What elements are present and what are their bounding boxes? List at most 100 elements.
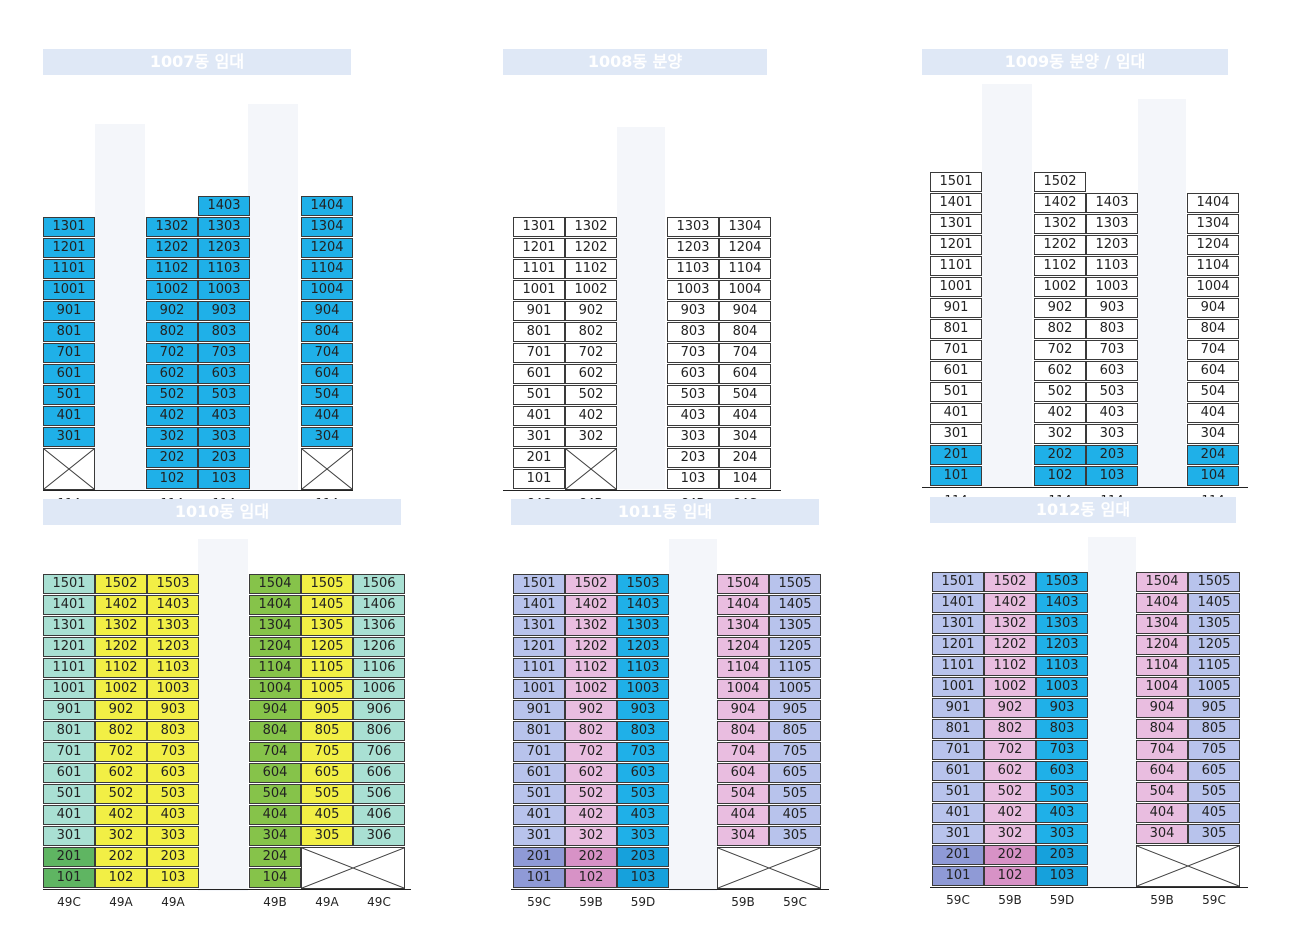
unit-cell: 501 xyxy=(513,784,565,804)
unit-cell: 1203 xyxy=(147,637,199,657)
building-panel: 1010동 임대 1501 1401 1301 1201 1101 1001 901 801 70… xyxy=(43,499,463,949)
unit-cell: 1103 xyxy=(198,259,250,279)
unit-cell: 301 xyxy=(43,427,95,447)
unit-cell: 301 xyxy=(932,824,984,844)
unit-type-label: 49C xyxy=(57,895,81,909)
unit-cell: 701 xyxy=(513,343,565,363)
building-title: 1012동 임대 xyxy=(930,497,1236,523)
building-title: 1008동 분양 xyxy=(503,49,767,75)
empty-unit-cross xyxy=(717,847,821,889)
unit-cell: 703 xyxy=(667,343,719,363)
unit-cell: 1302 xyxy=(95,616,147,636)
unit-cell: 1302 xyxy=(1034,214,1086,234)
unit-cell: 504 xyxy=(717,784,769,804)
unit-cell: 702 xyxy=(984,740,1036,760)
unit-cell: 804 xyxy=(301,322,353,342)
unit-cell: 1304 xyxy=(301,217,353,237)
unit-cell: 1203 xyxy=(198,238,250,258)
unit-cell: 1404 xyxy=(301,196,353,216)
unit-cell: 201 xyxy=(43,847,95,867)
unit-cell: 602 xyxy=(984,761,1036,781)
unit-cell: 1304 xyxy=(1136,614,1188,634)
unit-cell: 804 xyxy=(249,721,301,741)
unit-cell: 506 xyxy=(353,784,405,804)
unit-cell: 102 xyxy=(146,469,198,489)
unit-cell: 103 xyxy=(198,469,250,489)
unit-cell: 1203 xyxy=(617,637,669,657)
unit-cell: 1301 xyxy=(930,214,982,234)
building-title: 1011동 임대 xyxy=(511,499,819,525)
unit-cell: 1005 xyxy=(769,679,821,699)
unit-cell: 504 xyxy=(1187,382,1239,402)
unit-cell: 304 xyxy=(249,826,301,846)
unit-cell: 1502 xyxy=(984,572,1036,592)
unit-cell: 902 xyxy=(146,301,198,321)
unit-cell: 1504 xyxy=(249,574,301,594)
unit-cell: 1002 xyxy=(984,677,1036,697)
unit-cell: 306 xyxy=(353,826,405,846)
unit-cell: 401 xyxy=(513,406,565,426)
unit-cell: 304 xyxy=(1136,824,1188,844)
unit-cell: 1201 xyxy=(930,235,982,255)
unit-cell: 803 xyxy=(147,721,199,741)
building-panel: 1011동 임대 1501 1401 1301 1201 1101 1001 901 801 70… xyxy=(511,499,931,949)
unit-cell: 101 xyxy=(930,466,982,486)
unit-cell: 805 xyxy=(301,721,353,741)
unit-cell: 1301 xyxy=(513,217,565,237)
unit-cell: 702 xyxy=(565,742,617,762)
unit-cell: 1301 xyxy=(513,616,565,636)
unit-cell: 1501 xyxy=(513,574,565,594)
empty-unit-cross xyxy=(301,448,353,490)
unit-cell: 801 xyxy=(43,721,95,741)
unit-cell: 902 xyxy=(984,698,1036,718)
unit-cell: 1403 xyxy=(147,595,199,615)
unit-cell: 502 xyxy=(984,782,1036,802)
unit-cell: 702 xyxy=(1034,340,1086,360)
unit-cell: 301 xyxy=(43,826,95,846)
unit-cell: 1202 xyxy=(984,635,1036,655)
unit-cell: 901 xyxy=(513,301,565,321)
unit-cell: 403 xyxy=(1036,803,1088,823)
unit-type-label: 59C xyxy=(783,895,807,909)
unit-cell: 1103 xyxy=(147,658,199,678)
unit-cell: 1003 xyxy=(667,280,719,300)
unit-cell: 1101 xyxy=(930,256,982,276)
unit-cell: 303 xyxy=(147,826,199,846)
ground-line xyxy=(43,490,353,491)
unit-cell: 1401 xyxy=(932,593,984,613)
unit-cell: 802 xyxy=(565,721,617,741)
unit-cell: 1103 xyxy=(1036,656,1088,676)
unit-cell: 503 xyxy=(198,385,250,405)
unit-cell: 1104 xyxy=(717,658,769,678)
unit-cell: 1002 xyxy=(565,679,617,699)
unit-cell: 502 xyxy=(565,385,617,405)
unit-cell: 1104 xyxy=(249,658,301,678)
unit-cell: 703 xyxy=(1086,340,1138,360)
unit-cell: 1505 xyxy=(301,574,353,594)
unit-cell: 401 xyxy=(43,406,95,426)
unit-cell: 103 xyxy=(667,469,719,489)
unit-cell: 405 xyxy=(1188,803,1240,823)
building-shadow xyxy=(248,104,298,491)
unit-cell: 703 xyxy=(617,742,669,762)
unit-cell: 1001 xyxy=(930,277,982,297)
unit-cell: 204 xyxy=(249,847,301,867)
unit-cell: 1305 xyxy=(301,616,353,636)
unit-cell: 202 xyxy=(95,847,147,867)
empty-unit-cross xyxy=(1136,845,1240,887)
unit-cell: 501 xyxy=(43,784,95,804)
unit-cell: 803 xyxy=(667,322,719,342)
unit-cell: 1404 xyxy=(1136,593,1188,613)
unit-cell: 601 xyxy=(513,763,565,783)
unit-cell: 1402 xyxy=(565,595,617,615)
unit-cell: 502 xyxy=(95,784,147,804)
unit-type-label: 49B xyxy=(263,895,287,909)
unit-cell: 1102 xyxy=(565,259,617,279)
unit-cell: 803 xyxy=(1036,719,1088,739)
unit-cell: 101 xyxy=(513,868,565,888)
ground-line xyxy=(930,887,1248,888)
unit-cell: 102 xyxy=(1034,466,1086,486)
unit-cell: 603 xyxy=(617,763,669,783)
unit-cell: 1402 xyxy=(95,595,147,615)
unit-cell: 1406 xyxy=(353,595,405,615)
